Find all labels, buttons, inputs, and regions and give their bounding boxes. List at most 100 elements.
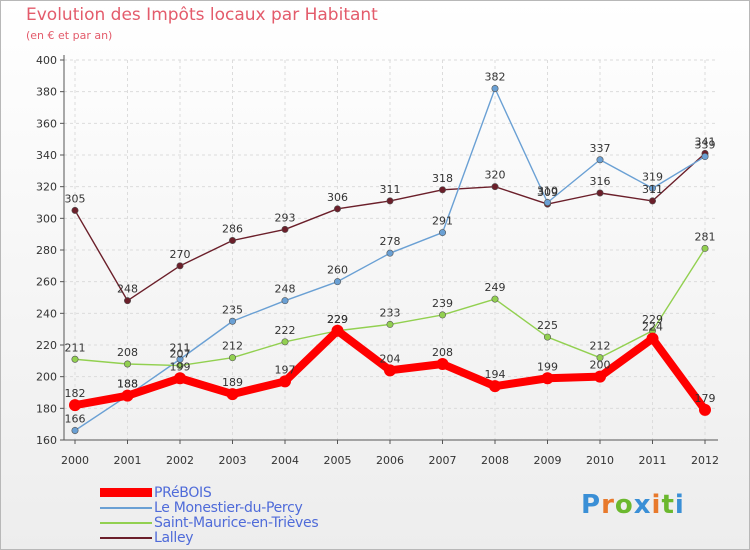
data-label: 207 xyxy=(170,348,191,361)
legend-item-lalley: Lalley xyxy=(100,529,318,546)
data-label: 291 xyxy=(432,215,453,228)
data-point xyxy=(229,354,237,362)
data-label: 239 xyxy=(432,297,453,310)
data-point xyxy=(701,153,709,161)
data-label: 166 xyxy=(65,413,86,426)
data-point xyxy=(71,355,79,363)
x-tick-label: 2005 xyxy=(324,454,352,467)
data-point xyxy=(331,324,344,337)
data-label: 319 xyxy=(642,170,663,183)
x-tick-label: 2000 xyxy=(61,454,89,467)
logo-letter: x xyxy=(633,490,652,520)
y-tick-label: 340 xyxy=(36,149,57,162)
data-label: 278 xyxy=(380,235,401,248)
y-tick-label: 300 xyxy=(36,212,57,225)
data-point xyxy=(491,183,499,191)
data-label: 341 xyxy=(695,135,716,148)
data-label: 182 xyxy=(65,387,86,400)
data-label: 293 xyxy=(275,211,296,224)
x-tick-label: 2003 xyxy=(219,454,247,467)
legend-swatch-lalley xyxy=(100,536,152,539)
data-point xyxy=(594,370,606,383)
y-tick-label: 280 xyxy=(36,244,57,257)
data-label: 318 xyxy=(432,172,453,185)
data-label: 222 xyxy=(275,324,296,337)
legend-item-saint-maurice: Saint-Maurice-en-Trièves xyxy=(100,515,319,531)
data-point xyxy=(71,206,79,214)
data-point xyxy=(438,311,446,319)
data-point xyxy=(543,333,551,341)
legend: PRéBOIS Le Monestier-du-Percy Saint-Maur… xyxy=(100,484,319,546)
data-point xyxy=(699,403,711,416)
data-label: 235 xyxy=(222,303,243,316)
data-label: 224 xyxy=(642,321,663,334)
data-point xyxy=(176,262,184,270)
chart-title: Evolution des Impôts locaux par Habitant xyxy=(26,5,378,25)
data-label: 194 xyxy=(485,368,506,381)
data-label: 339 xyxy=(695,139,716,152)
logo-letter: i xyxy=(651,490,662,520)
data-label: 211 xyxy=(170,341,191,354)
x-tick-label: 2011 xyxy=(639,454,667,467)
data-label: 316 xyxy=(590,175,611,188)
y-tick-label: 360 xyxy=(36,117,57,130)
data-point xyxy=(279,375,291,388)
data-point xyxy=(491,295,499,303)
legend-swatch-prebois xyxy=(100,488,152,497)
data-label: 320 xyxy=(485,169,506,182)
data-label: 382 xyxy=(485,71,506,84)
data-label: 248 xyxy=(275,283,296,296)
data-point xyxy=(596,189,604,197)
data-label: 249 xyxy=(485,281,506,294)
data-point xyxy=(386,197,394,205)
x-tick-label: 2007 xyxy=(429,454,457,467)
legend-label-lalley: Lalley xyxy=(154,529,194,546)
data-point xyxy=(648,197,656,205)
data-label: 229 xyxy=(642,313,663,326)
x-tick-label: 2006 xyxy=(376,454,404,467)
data-point xyxy=(646,332,659,345)
data-label: 248 xyxy=(117,283,138,296)
x-tick-label: 2008 xyxy=(481,454,509,467)
data-label: 179 xyxy=(695,392,716,405)
data-point xyxy=(226,388,239,401)
data-point xyxy=(281,225,289,233)
logo-letter: o xyxy=(614,490,634,520)
data-point xyxy=(176,362,184,370)
data-label: 208 xyxy=(117,346,138,359)
x-tick-label: 2012 xyxy=(691,454,719,467)
data-point xyxy=(386,320,394,328)
logo-letter: P xyxy=(581,490,602,520)
x-tick-label: 2002 xyxy=(166,454,194,467)
data-label: 260 xyxy=(327,264,348,277)
y-tick-label: 400 xyxy=(36,54,57,67)
data-point xyxy=(281,338,289,346)
legend-item-monestier: Le Monestier-du-Percy xyxy=(100,500,318,516)
data-point xyxy=(281,297,289,305)
data-label: 200 xyxy=(590,359,611,372)
data-label: 306 xyxy=(327,191,348,204)
data-label: 199 xyxy=(170,360,191,373)
data-point xyxy=(438,229,446,237)
data-label: 211 xyxy=(65,341,86,354)
data-point xyxy=(543,199,551,207)
data-label: 208 xyxy=(432,346,453,359)
data-label: 188 xyxy=(117,378,138,391)
data-point xyxy=(174,372,186,385)
logo-letter: r xyxy=(601,490,615,520)
data-label: 212 xyxy=(222,340,243,353)
legend-label-prebois: PRéBOIS xyxy=(154,484,212,501)
data-label: 229 xyxy=(327,313,348,326)
data-label: 189 xyxy=(222,376,243,389)
data-point xyxy=(438,186,446,194)
data-point xyxy=(229,237,237,245)
data-point xyxy=(333,205,341,213)
proxiti-logo: Proxiti xyxy=(581,490,685,520)
y-tick-label: 240 xyxy=(36,307,57,320)
data-label: 270 xyxy=(170,248,191,261)
data-label: 233 xyxy=(380,306,401,319)
data-label: 305 xyxy=(65,192,86,205)
data-point xyxy=(124,360,132,368)
data-point xyxy=(596,354,604,362)
data-label: 197 xyxy=(275,363,296,376)
